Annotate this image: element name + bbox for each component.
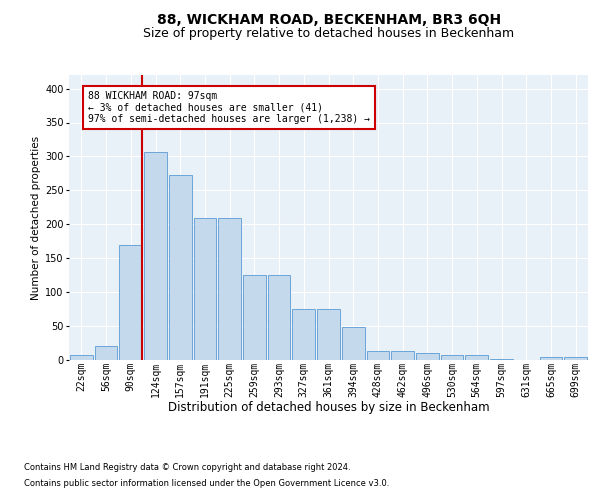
Bar [367,350,389,360]
Bar [144,152,167,360]
Bar [268,275,290,360]
Y-axis label: Number of detached properties: Number of detached properties [31,136,41,300]
Bar [194,218,216,360]
Bar [490,358,513,360]
Bar [119,244,142,360]
Bar [292,309,315,360]
Text: Distribution of detached houses by size in Beckenham: Distribution of detached houses by size … [168,401,490,414]
Text: Contains public sector information licensed under the Open Government Licence v3: Contains public sector information licen… [24,478,389,488]
Bar [564,358,587,360]
Text: 88 WICKHAM ROAD: 97sqm
← 3% of detached houses are smaller (41)
97% of semi-deta: 88 WICKHAM ROAD: 97sqm ← 3% of detached … [88,90,370,124]
Bar [317,309,340,360]
Bar [169,176,191,360]
Bar [95,346,118,360]
Text: 88, WICKHAM ROAD, BECKENHAM, BR3 6QH: 88, WICKHAM ROAD, BECKENHAM, BR3 6QH [157,12,501,26]
Bar [466,354,488,360]
Bar [70,355,93,360]
Text: Contains HM Land Registry data © Crown copyright and database right 2024.: Contains HM Land Registry data © Crown c… [24,464,350,472]
Bar [416,353,439,360]
Bar [218,218,241,360]
Bar [539,358,562,360]
Bar [441,354,463,360]
Bar [342,328,365,360]
Bar [391,351,414,360]
Text: Size of property relative to detached houses in Beckenham: Size of property relative to detached ho… [143,28,514,40]
Bar [243,275,266,360]
